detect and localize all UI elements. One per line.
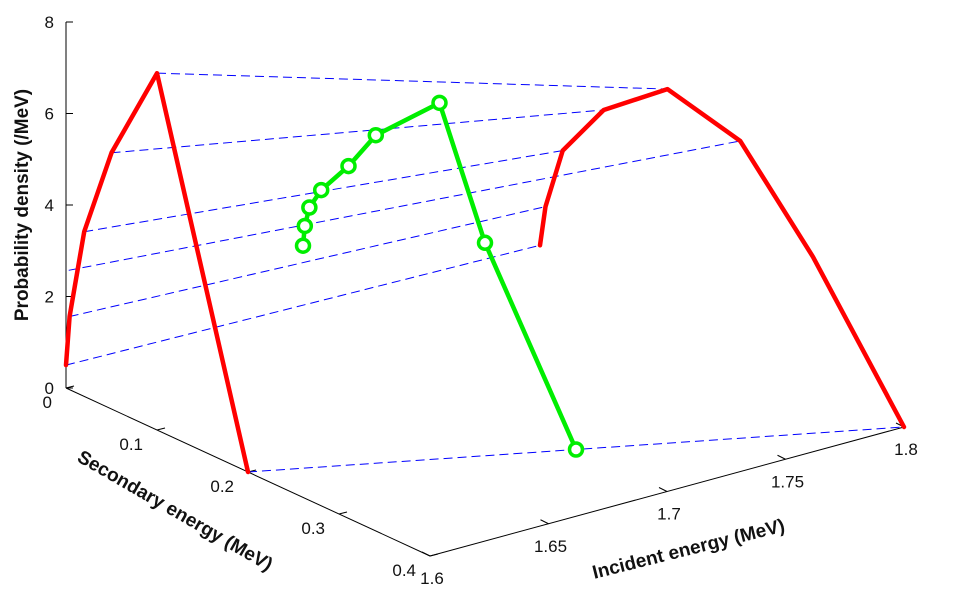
incident-tick-label: 1.6 [420, 569, 444, 588]
z-tick-label: 4 [45, 196, 54, 215]
series-line [537, 86, 907, 430]
secondary-tick-label: 0 [43, 393, 52, 412]
series-point-marker [367, 126, 385, 144]
z-tick-label: 8 [45, 13, 54, 32]
projection-line [111, 109, 604, 154]
series-point-marker [567, 441, 585, 458]
incident-tick-label: 1.8 [894, 440, 918, 459]
secondary-tick-mark [429, 553, 439, 557]
series-line [300, 100, 579, 452]
incident-tick-label: 1.75 [771, 472, 804, 491]
incident-tick-mark [421, 551, 431, 557]
incident-axis-label: Incident energy (MeV) [590, 516, 787, 584]
incident-tick-mark [658, 487, 668, 492]
z-tick-label: 6 [45, 105, 54, 124]
secondary-tick-mark [338, 511, 348, 515]
projection-line [68, 140, 741, 271]
z-axis-label: Probability density (/MeV) [12, 89, 33, 321]
series-point-marker [340, 157, 357, 175]
secondary-ticks-group: 0 0.1 0.2 0.3 0.4 [43, 385, 439, 580]
z-tick-label: 0 [45, 379, 54, 398]
projection-line [65, 244, 541, 366]
series-point-marker [312, 181, 330, 199]
series-point-marker [296, 217, 314, 235]
incident-tick-label: 1.7 [657, 505, 681, 524]
projection-line [69, 206, 546, 317]
series-line [63, 70, 251, 475]
z-tick-label: 2 [45, 288, 54, 307]
secondary-tick-label: 0.2 [210, 477, 234, 496]
secondary-tick-mark [156, 427, 166, 431]
secondary-tick-mark [65, 385, 75, 389]
series-group [63, 70, 907, 475]
projection-line [156, 72, 668, 90]
series-point-marker [294, 237, 312, 254]
series-point-marker [431, 94, 448, 112]
incident-tick-mark [540, 519, 549, 525]
series-point-marker [476, 234, 494, 252]
secondary-tick-label: 0.3 [301, 519, 325, 538]
incident-tick-mark [777, 454, 786, 460]
secondary-tick-label: 0.4 [392, 561, 416, 580]
projection-lines-group [65, 72, 905, 473]
incident-tick-label: 1.65 [534, 537, 567, 556]
incident-ticks-group: 1.6 1.65 1.7 1.75 1.8 [420, 422, 918, 588]
secondary-tick-label: 0.1 [119, 435, 143, 454]
series-point-marker [301, 199, 318, 216]
